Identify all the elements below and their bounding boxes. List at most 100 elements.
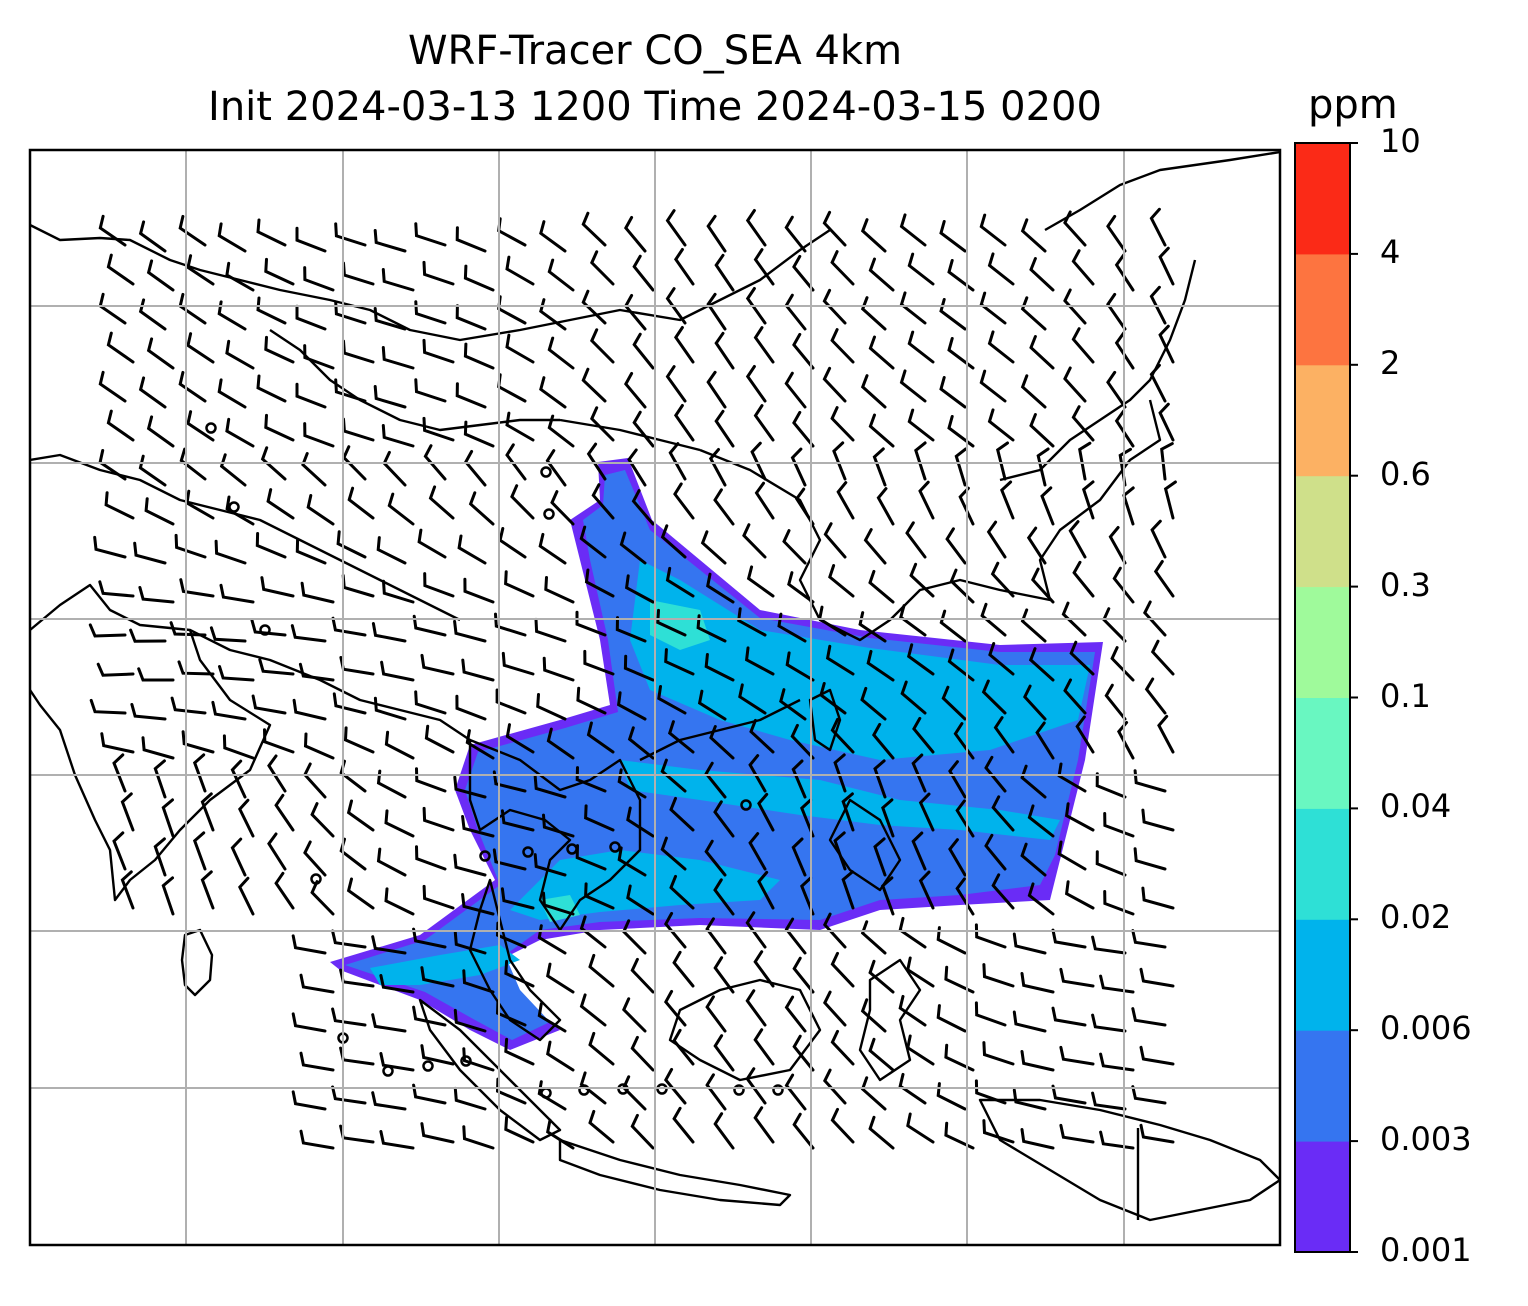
colorbar-ticks [1350, 142, 1358, 1253]
wind-barb [1091, 1091, 1127, 1111]
wind-barb [455, 226, 487, 253]
wind-barb [673, 404, 695, 442]
colorbar-tick-label: 0.006 [1380, 1009, 1472, 1048]
wind-barb [98, 449, 127, 481]
wind-barb [984, 755, 1007, 793]
wind-barb [465, 729, 495, 760]
wind-barb [898, 916, 927, 949]
wind-barb [673, 482, 695, 520]
wind-barb [954, 447, 968, 487]
wind-barb [1020, 842, 1047, 877]
wind-barb [420, 653, 455, 676]
wind-barb [169, 621, 207, 637]
wind-barb [1059, 1045, 1095, 1066]
wind-barb [873, 837, 887, 877]
wind-barb [586, 721, 615, 754]
wind-barb [974, 923, 1007, 949]
wind-barb [495, 921, 527, 949]
wind-barb [1078, 441, 1092, 481]
wind-barb [1095, 850, 1127, 877]
wind-barb [538, 532, 567, 565]
wind-barb [588, 1109, 615, 1144]
wind-barb [1133, 847, 1167, 871]
wind-barb [1103, 890, 1135, 916]
wind-barb [945, 527, 967, 565]
wind-barb [746, 565, 775, 598]
wind-barb [665, 365, 687, 403]
wind-barb [504, 1115, 535, 1144]
wind-barb [581, 211, 607, 247]
wind-barb [303, 266, 335, 292]
wind-barb [784, 995, 807, 1033]
wind-barb [492, 848, 527, 871]
wind-barb [784, 293, 807, 331]
wind-barb [298, 662, 335, 682]
wind-barb [784, 917, 807, 955]
wind-barb [868, 1037, 895, 1072]
wind-barb [1036, 447, 1050, 487]
wind-barb [1108, 526, 1127, 565]
wind-barb [958, 486, 975, 526]
wind-barb [1099, 974, 1135, 994]
wind-barb [911, 753, 927, 793]
wind-barb [860, 374, 887, 409]
wind-barb [415, 767, 447, 793]
wind-barb [138, 298, 167, 331]
wind-barb [384, 809, 415, 838]
wind-barb [792, 254, 815, 292]
wind-barb [833, 753, 847, 793]
colorbar-segment [1295, 143, 1350, 255]
wind-barb [619, 531, 647, 565]
wind-barb [737, 607, 767, 637]
wind-barb [909, 562, 935, 598]
wind-barb [422, 416, 455, 442]
wind-barb [537, 1002, 567, 1033]
colorbar-tick-label: 0.02 [1380, 898, 1452, 937]
wind-barb [161, 876, 175, 916]
wind-barb [495, 999, 527, 1027]
wind-barb [546, 1040, 575, 1072]
wind-barb [1020, 1128, 1055, 1150]
wind-barb [991, 873, 1015, 910]
wind-barb [986, 520, 1007, 559]
coast-india [30, 583, 272, 902]
wind-barb [586, 442, 607, 481]
wind-barb [453, 1008, 487, 1033]
wind-barb [192, 753, 207, 793]
wind-barb [381, 268, 415, 292]
colorbar-tick-label: 0.001 [1380, 1231, 1472, 1269]
wind-barb [300, 581, 335, 604]
wind-barb [949, 568, 975, 604]
wind-barb [830, 328, 855, 364]
wind-barb [866, 649, 895, 682]
wind-barb [632, 332, 655, 370]
wind-barb [576, 686, 607, 715]
wind-barb [120, 792, 135, 832]
wind-barb [544, 576, 575, 604]
wind-barb [498, 527, 527, 559]
wind-barb [588, 1031, 615, 1066]
wind-barb [412, 1083, 447, 1105]
wind-barb [260, 576, 295, 598]
wind-barb [792, 956, 815, 994]
wind-barb [1110, 646, 1135, 682]
wind-barb [371, 622, 407, 643]
wind-barb [504, 1037, 535, 1066]
wind-barb [822, 366, 847, 403]
wind-barb [1061, 601, 1087, 637]
wind-barb [505, 411, 535, 442]
wind-barb [153, 759, 167, 799]
wind-barb [705, 1073, 727, 1111]
wind-barb [463, 342, 495, 370]
wind-barb [422, 338, 455, 364]
wind-barb [588, 953, 615, 988]
wind-barb [339, 1046, 375, 1066]
wind-barb [98, 580, 135, 598]
wind-barb [1142, 600, 1167, 637]
wind-barb [581, 367, 607, 403]
wind-barb [238, 876, 255, 916]
wind-barb [461, 893, 495, 916]
wind-barb [757, 870, 775, 910]
wind-barb [1071, 249, 1095, 286]
wind-barb [331, 1085, 367, 1105]
